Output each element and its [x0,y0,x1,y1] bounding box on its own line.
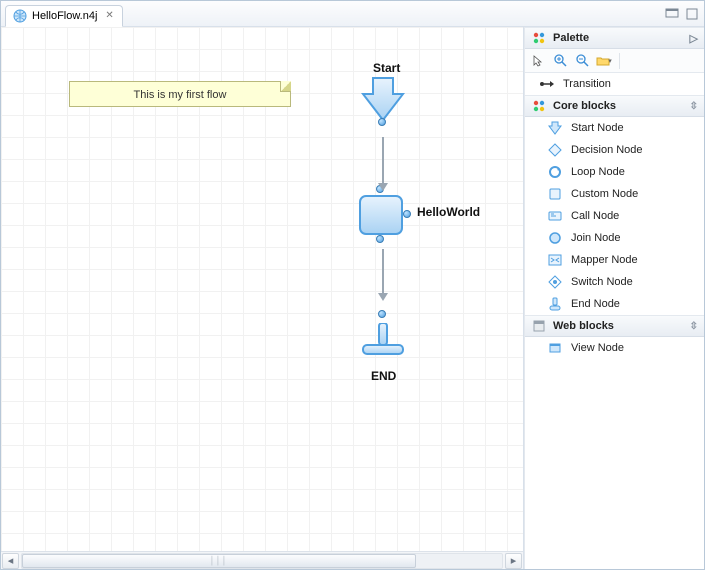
palette-item-join-node[interactable]: Join Node [525,227,704,249]
arrow-head-icon [378,183,388,191]
end-node-icon [547,296,563,312]
palette-item-label: View Node [571,342,624,354]
palette-item-custom-node[interactable]: Custom Node [525,183,704,205]
palette-title: Palette [553,32,589,44]
transition-label: Transition [563,78,611,90]
palette-item-end-node[interactable]: End Node [525,293,704,315]
palette-item-mapper-node[interactable]: Mapper Node [525,249,704,271]
editor-body: This is my first flowStartHelloWorldEND … [1,27,704,569]
web-group-icon [531,318,547,334]
palette-item-label: Mapper Node [571,254,638,266]
palette-item-label: Decision Node [571,144,643,156]
palette-icon [531,30,547,46]
maximize-icon[interactable] [684,7,700,21]
horizontal-scrollbar[interactable]: ◂ │││ ▸ [1,551,523,569]
flow-canvas[interactable]: This is my first flow Start HelloWorld END [1,27,523,551]
globe-icon [12,8,28,24]
zoom-out-icon[interactable] [573,52,591,70]
palette-header[interactable]: Palette ▷ [525,27,704,49]
editor-tab[interactable]: HelloFlow.n4j ✕ [5,5,123,27]
connection-port[interactable] [403,210,411,218]
palette-toolbar: ▾ [525,49,704,73]
end-node[interactable] [361,323,405,360]
join-node-icon [547,230,563,246]
titlebar: HelloFlow.n4j ✕ [1,1,704,27]
core-group-icon [531,98,547,114]
hello-label: HelloWorld [417,205,480,219]
connection-port[interactable] [376,235,384,243]
palette-item-label: Loop Node [571,166,625,178]
start-label: Start [373,61,400,75]
connection-port[interactable] [378,118,386,126]
decision-node-icon [547,142,563,158]
palette-item-label: Call Node [571,210,619,222]
palette-item-start-node[interactable]: Start Node [525,117,704,139]
zoom-in-icon[interactable] [551,52,569,70]
helloworld-node[interactable] [359,195,403,238]
call-node-icon [547,208,563,224]
scroll-track[interactable]: │││ [21,553,503,569]
palette-item-switch-node[interactable]: Switch Node [525,271,704,293]
arrow-head-icon [378,293,388,301]
tab-title: HelloFlow.n4j [32,10,97,22]
flow-arrow [382,137,384,185]
minimize-icon[interactable] [664,7,680,21]
palette-item-label: End Node [571,298,620,310]
tab-close-icon[interactable]: ✕ [105,10,113,21]
palette-item-decision-node[interactable]: Decision Node [525,139,704,161]
palette-item-label: Start Node [571,122,624,134]
palette-transition[interactable]: Transition [525,73,704,95]
palette-panel: Palette ▷ ▾ Transition Core blocks⇳ Start… [524,27,704,569]
end-label: END [371,369,396,383]
palette-item-view-node[interactable]: View Node [525,337,704,359]
loop-node-icon [547,164,563,180]
transition-icon [539,76,555,92]
palette-item-label: Switch Node [571,276,633,288]
palette-group-core-blocks[interactable]: Core blocks⇳ [525,95,704,117]
switch-node-icon [547,274,563,290]
sticky-note[interactable]: This is my first flow [69,81,291,107]
mapper-node-icon [547,252,563,268]
connection-port[interactable] [378,310,386,318]
flow-arrow [382,249,384,295]
palette-item-label: Join Node [571,232,621,244]
folder-tool-icon[interactable]: ▾ [595,52,613,70]
canvas-pane: This is my first flowStartHelloWorldEND … [1,27,524,569]
palette-item-call-node[interactable]: Call Node [525,205,704,227]
view-node-icon [547,340,563,356]
scroll-right-icon[interactable]: ▸ [505,553,522,569]
pointer-tool-icon[interactable] [529,52,547,70]
palette-expand-icon[interactable]: ▷ [690,32,698,45]
palette-group-web-blocks[interactable]: Web blocks⇳ [525,315,704,337]
palette-item-loop-node[interactable]: Loop Node [525,161,704,183]
palette-item-label: Custom Node [571,188,638,200]
collapse-icon[interactable]: ⇳ [690,101,698,112]
collapse-icon[interactable]: ⇳ [690,321,698,332]
editor-window: HelloFlow.n4j ✕ This is my first flow Sta… [0,0,705,570]
scroll-left-icon[interactable]: ◂ [2,553,19,569]
custom-node-icon [547,186,563,202]
scroll-thumb[interactable]: │││ [22,554,416,568]
start-node-icon [547,120,563,136]
